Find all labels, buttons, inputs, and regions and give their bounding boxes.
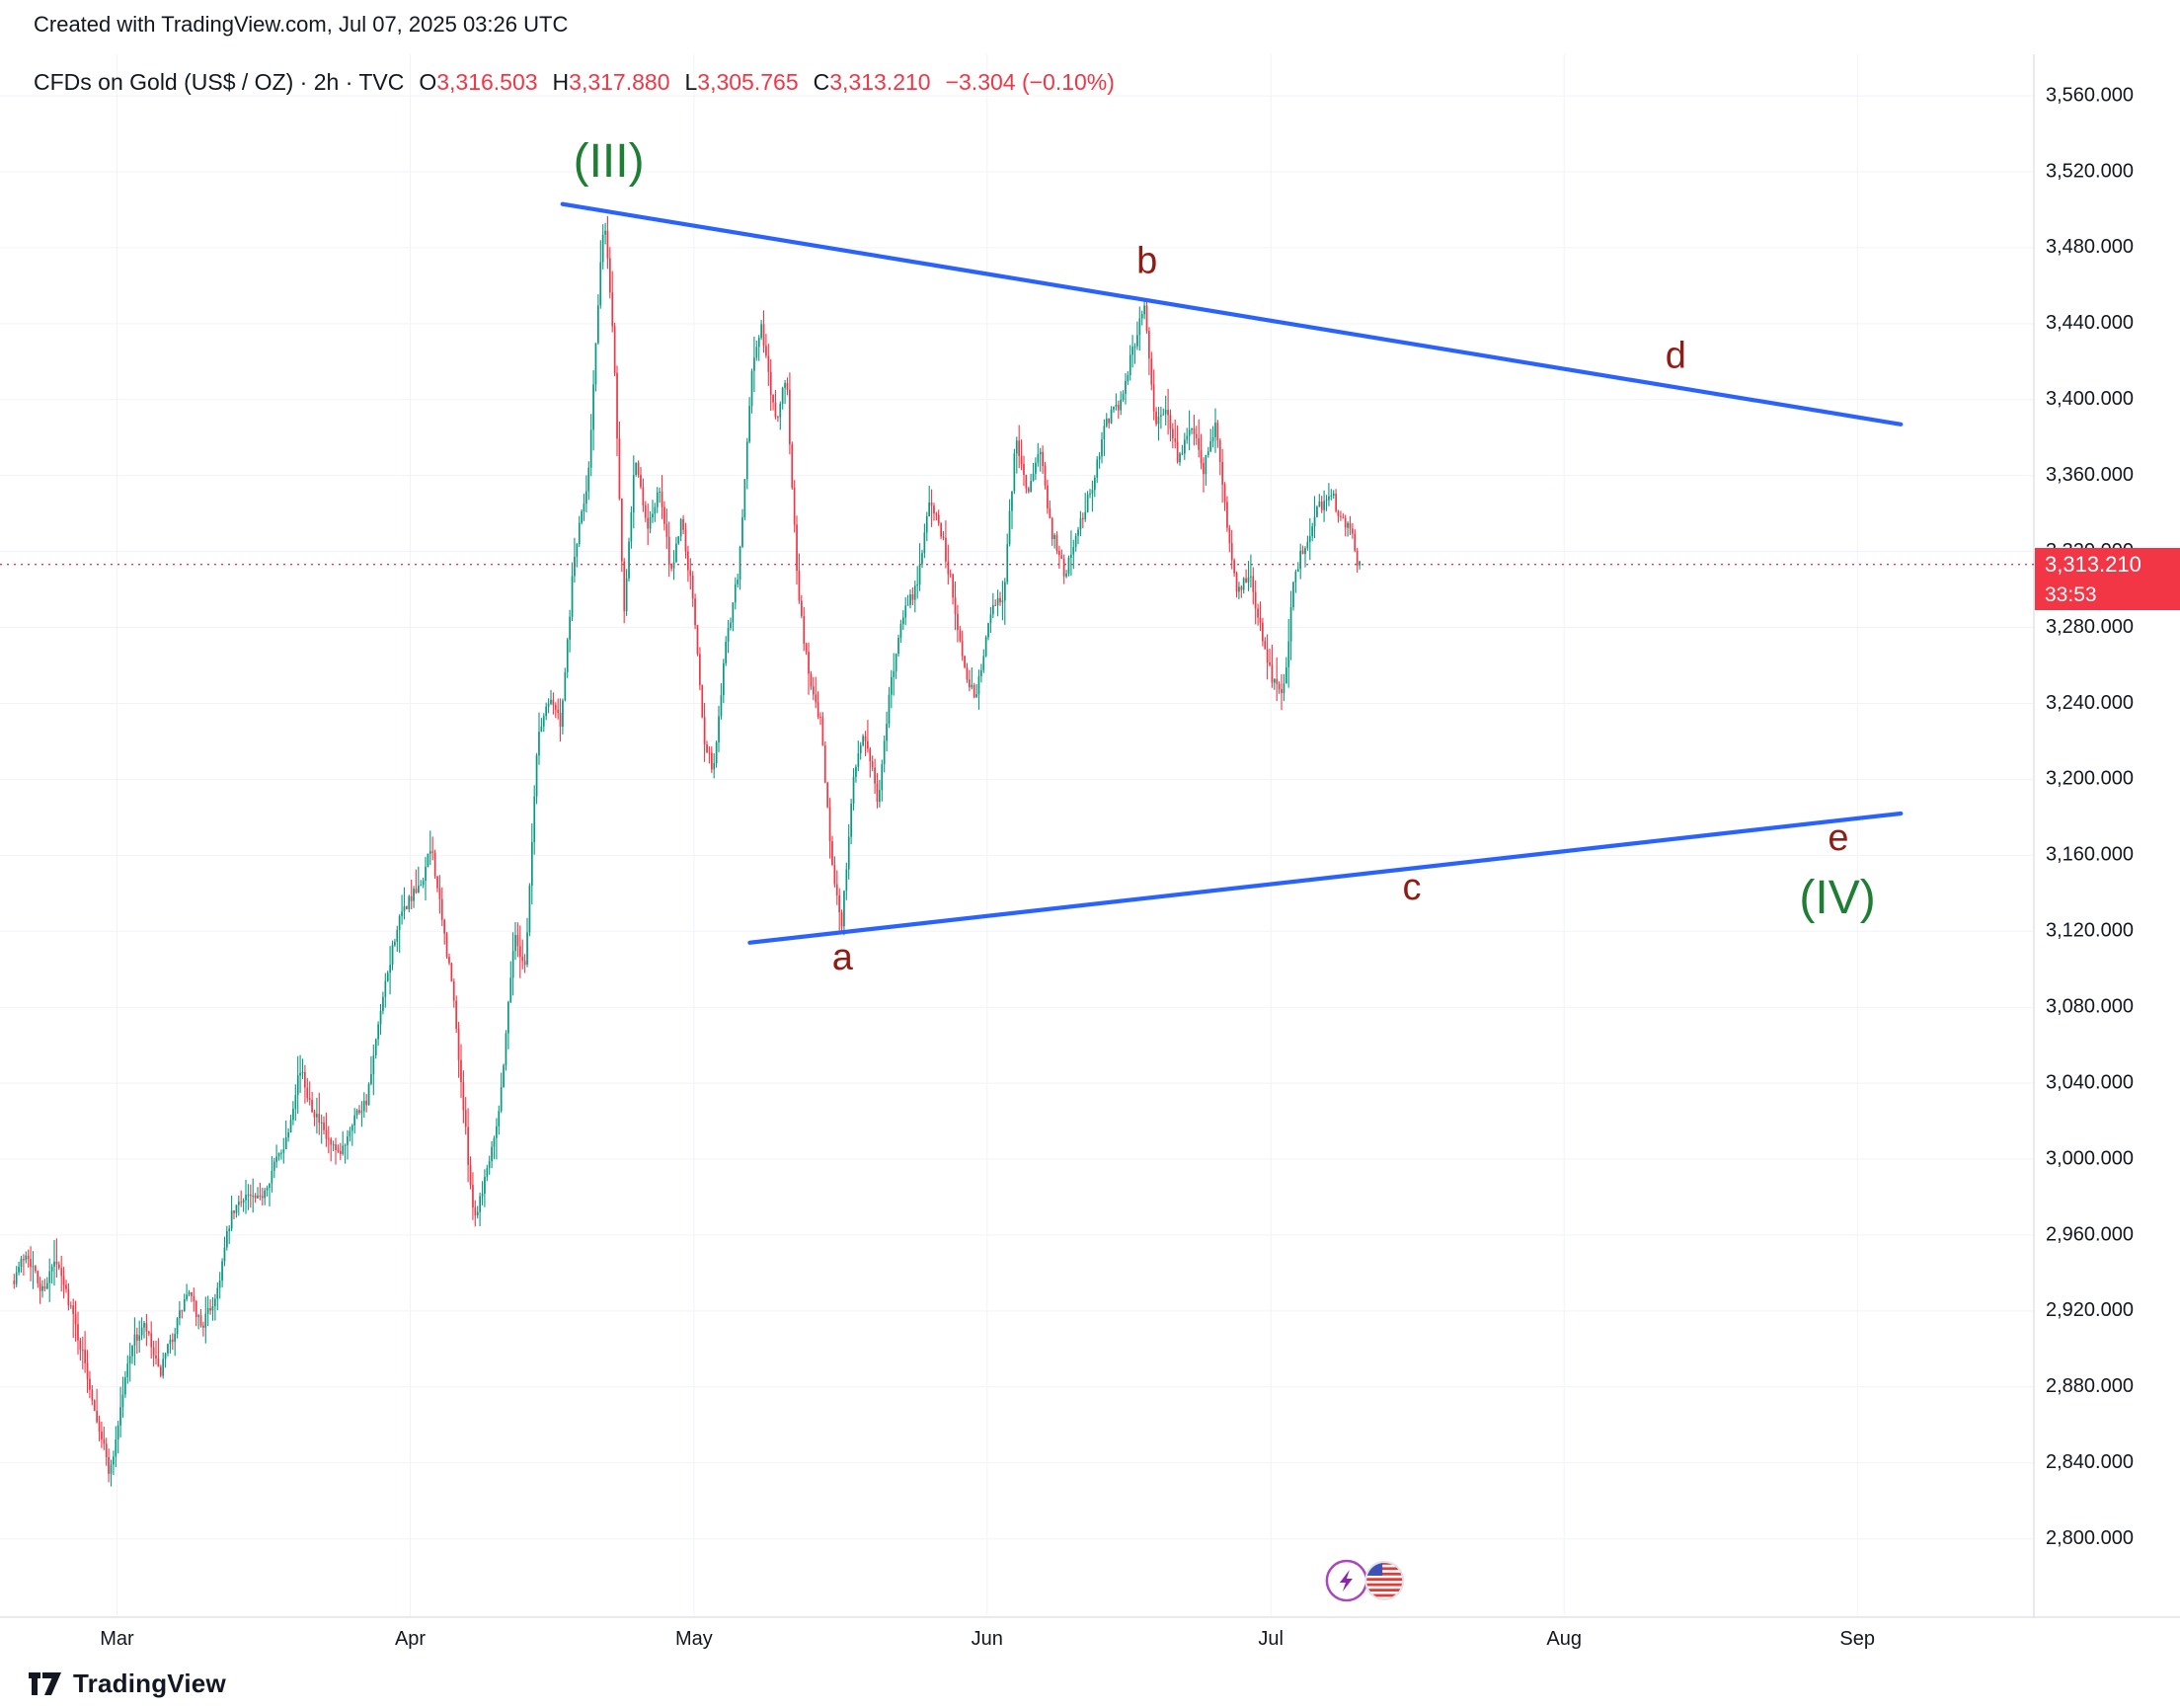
price-axis-label: 3,080.000 [2046,995,2134,1017]
price-axis-label: 3,480.000 [2046,236,2134,258]
symbol-title: CFDs on Gold (US$ / OZ) · 2h · TVC [34,69,405,95]
current-price-label: 3,313.210 33:53 [2035,548,2180,611]
ohlc-close-value: 3,313.210 [829,69,931,95]
price-axis-label: 3,160.000 [2046,844,2134,866]
current-price-value: 3,313.210 [2035,548,2180,582]
price-axis-label: 2,840.000 [2046,1451,2134,1473]
created-with-note: Created with TradingView.com, Jul 07, 20… [34,12,569,37]
symbol-legend[interactable]: CFDs on Gold (US$ / OZ) · 2h · TVC O3,31… [34,69,1115,96]
ohlc-high-value: 3,317.880 [569,69,670,95]
price-axis-label: 2,920.000 [2046,1299,2134,1321]
ohlc-low: L3,305.765 [685,69,799,96]
economic-event-icon[interactable] [1325,1559,1368,1602]
wave-label-c[interactable]: c [1403,867,1422,908]
wave-label-iii[interactable]: (III) [574,135,645,188]
price-axis-label: 3,240.000 [2046,692,2134,714]
price-axis-label: 2,880.000 [2046,1375,2134,1397]
month-axis-label[interactable]: Apr [395,1628,426,1650]
ohlc-open-letter: O [419,69,437,95]
ohlc-low-letter: L [684,69,698,95]
price-axis-label: 3,560.000 [2046,84,2134,106]
price-axis-label: 3,200.000 [2046,768,2134,790]
ohlc-high-letter: H [552,69,570,95]
price-axis-label: 3,440.000 [2046,312,2134,334]
tradingview-wordmark: TradingView [73,1669,226,1698]
wave-label-e[interactable]: e [1828,817,1848,859]
month-axis-label[interactable]: Aug [1546,1628,1582,1650]
ohlc-close-letter: C [813,69,830,95]
ohlc-close: C3,313.210 [814,69,931,96]
wave-label-a[interactable]: a [832,937,854,978]
bar-countdown: 33:53 [2035,581,2180,611]
price-axis-label: 3,040.000 [2046,1071,2134,1093]
ohlc-open: O3,316.503 [419,69,537,96]
price-axis-label: 2,960.000 [2046,1223,2134,1245]
month-axis-label[interactable]: May [675,1628,713,1650]
month-axis-label[interactable]: Jun [972,1628,1003,1650]
month-axis-label[interactable]: Mar [100,1628,134,1650]
wave-label-iv[interactable]: (IV) [1799,872,1875,924]
ohlc-high: H3,317.880 [553,69,670,96]
wave-label-d[interactable]: d [1666,336,1686,377]
price-axis-label: 3,000.000 [2046,1147,2134,1169]
price-axis-label: 2,800.000 [2046,1527,2134,1549]
price-axis-label: 3,280.000 [2046,616,2134,638]
wave-label-b[interactable]: b [1136,240,1157,281]
price-axis-label: 3,520.000 [2046,160,2134,182]
price-axis-label: 3,120.000 [2046,920,2134,942]
price-change: −3.304 (−0.10%) [945,69,1115,95]
month-axis-label[interactable]: Sep [1839,1628,1875,1650]
tradingview-attribution[interactable]: TradingView [28,1669,226,1699]
price-axis-label: 3,360.000 [2046,464,2134,486]
lower-converging-line[interactable] [747,811,1904,945]
candlestick-series [13,215,1361,1487]
tradingview-logo-icon [29,1671,61,1695]
ohlc-open-value: 3,316.503 [436,69,538,95]
upper-converging-line[interactable] [560,201,1904,427]
ohlc-low-value: 3,305.765 [697,69,799,95]
month-axis-label[interactable]: Jul [1258,1628,1284,1650]
us-flag-event-icon[interactable] [1364,1561,1405,1600]
price-axis-label: 3,400.000 [2046,388,2134,410]
